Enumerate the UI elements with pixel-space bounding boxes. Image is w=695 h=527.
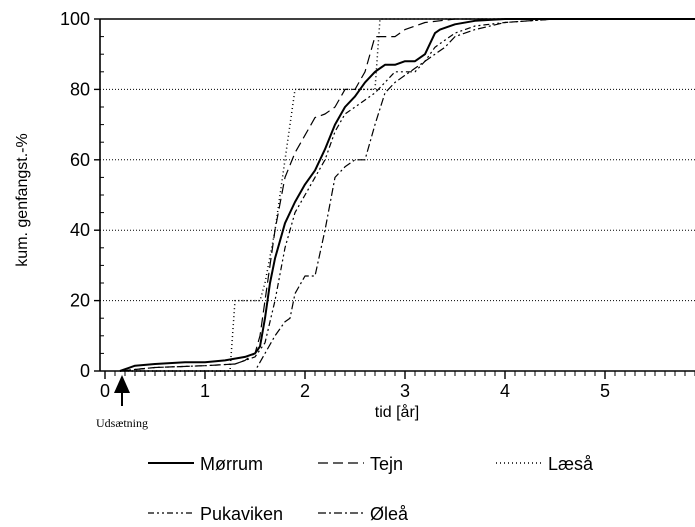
y-axis-label: kum. genfangst.-% <box>14 133 31 266</box>
x-tick-label: 3 <box>400 381 410 401</box>
y-tick-label: 40 <box>70 220 90 240</box>
legend-label: Tejn <box>370 454 403 474</box>
x-tick-label: 4 <box>500 381 510 401</box>
y-tick-label: 20 <box>70 291 90 311</box>
legend-label: Mørrum <box>200 454 263 474</box>
series-line-4 <box>120 18 695 372</box>
x-tick-label: 1 <box>200 381 210 401</box>
x-tick-label: 2 <box>300 381 310 401</box>
series-line-0 <box>119 18 695 372</box>
legend-label: Læså <box>548 454 594 474</box>
x-tick-label: 0 <box>100 381 110 401</box>
release-label: Udsætning <box>96 416 148 430</box>
series-lines <box>119 18 695 372</box>
x-ticks: 0 1 2 3 4 5 <box>100 371 695 401</box>
release-arrow-icon <box>114 375 130 393</box>
y-tick-label: 0 <box>80 361 90 381</box>
x-axis-label: tid [år] <box>375 403 419 421</box>
x-tick-label: 5 <box>600 381 610 401</box>
series-line-1 <box>119 18 695 372</box>
legend: Mørrum Tejn Læså Pukaviken Øleå <box>148 454 594 524</box>
legend-label: Øleå <box>370 504 409 524</box>
series-line-3 <box>119 18 695 372</box>
release-annotation: Udsætning <box>96 375 148 430</box>
y-tick-label: 80 <box>70 79 90 99</box>
y-tick-label: 100 <box>60 9 90 29</box>
y-tick-label: 60 <box>70 150 90 170</box>
y-ticks: 0 20 40 60 80 100 <box>60 9 104 381</box>
legend-label: Pukaviken <box>200 504 283 524</box>
gridlines <box>100 18 695 302</box>
